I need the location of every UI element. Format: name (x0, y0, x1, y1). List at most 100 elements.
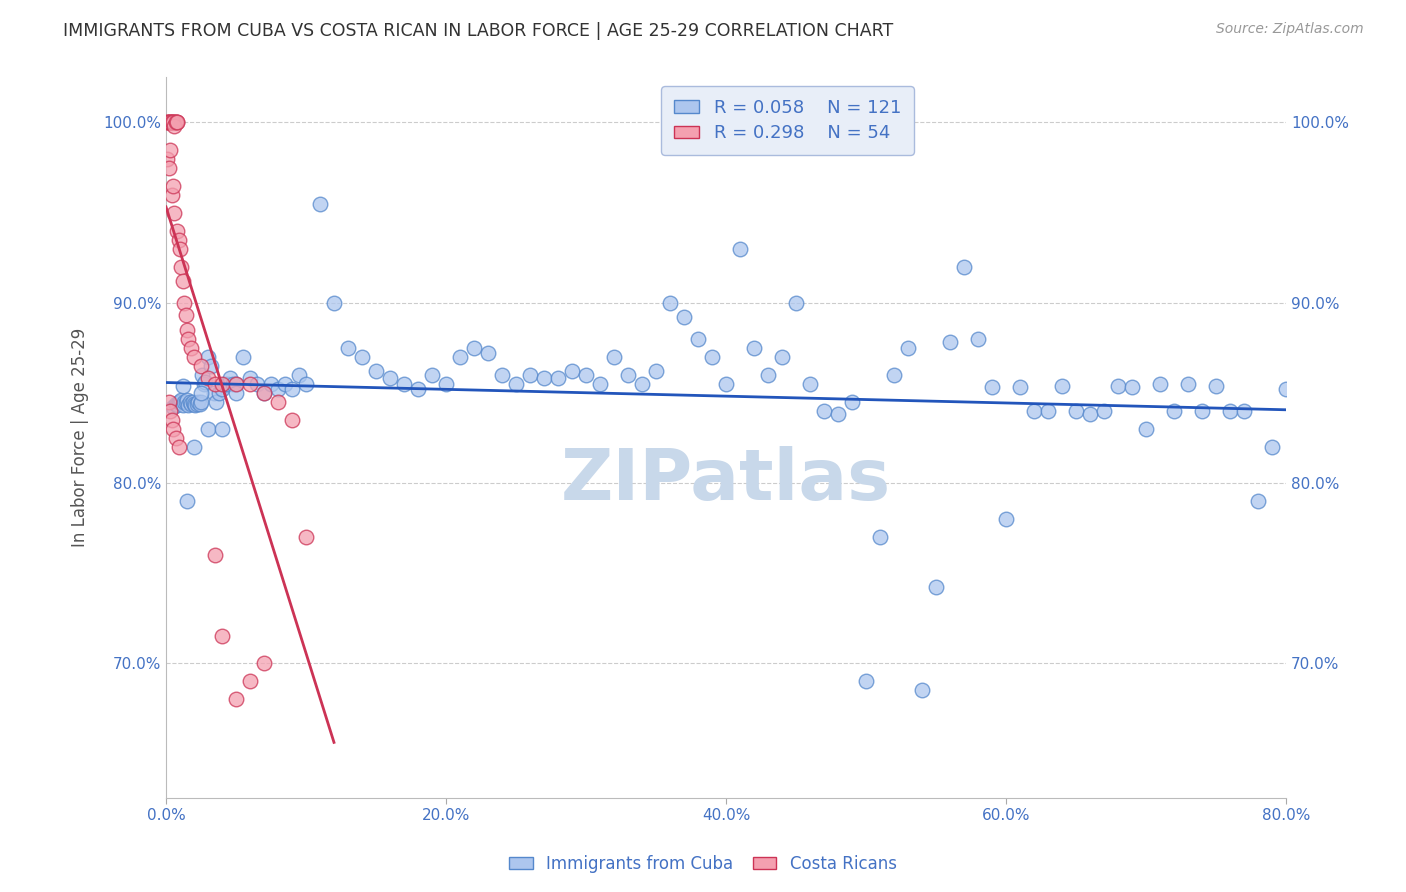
Point (160, 187, 183, 202)
Text: Source: ZipAtlas.com: Source: ZipAtlas.com (1216, 22, 1364, 37)
Point (159, 403, 181, 417)
Point (561, 364, 583, 378)
Point (336, 341, 359, 355)
Point (260, 376, 283, 391)
Point (246, 376, 269, 391)
Point (165, 115, 187, 129)
Point (1177, 376, 1199, 391)
Point (714, 376, 737, 391)
Point (176, 323, 198, 337)
Point (911, 683, 934, 698)
Point (267, 394, 290, 409)
Point (533, 371, 555, 385)
Point (505, 376, 527, 391)
Point (211, 382, 233, 396)
Point (174, 308, 197, 322)
Point (1275, 382, 1298, 396)
Y-axis label: In Labor Force | Age 25-29: In Labor Force | Age 25-29 (72, 328, 89, 548)
Point (589, 376, 612, 391)
Point (177, 398, 200, 412)
Point (217, 376, 239, 391)
Point (1036, 403, 1059, 417)
Point (420, 368, 443, 382)
Point (785, 295, 807, 310)
Point (967, 332, 990, 346)
Point (463, 341, 485, 355)
Point (253, 656, 276, 670)
Point (162, 115, 184, 129)
Point (1064, 403, 1087, 417)
Point (406, 382, 429, 396)
Point (190, 394, 212, 409)
Point (172, 398, 194, 412)
Point (477, 346, 499, 360)
Point (169, 394, 191, 409)
Point (202, 385, 225, 400)
Point (827, 407, 849, 421)
Point (174, 394, 197, 409)
Point (169, 242, 191, 256)
Point (181, 394, 204, 409)
Point (180, 396, 202, 410)
Point (163, 205, 186, 219)
Point (350, 350, 373, 364)
Point (1107, 378, 1129, 392)
Point (170, 392, 193, 407)
Point (191, 368, 214, 382)
Point (165, 396, 187, 410)
Point (547, 371, 569, 385)
Point (288, 368, 311, 382)
Point (160, 115, 183, 129)
Point (728, 242, 751, 256)
Point (163, 115, 186, 129)
Point (162, 422, 184, 436)
Point (841, 394, 863, 409)
Point (1261, 440, 1284, 454)
Point (184, 398, 207, 412)
Legend: R = 0.058    N = 121, R = 0.298    N = 54: R = 0.058 N = 121, R = 0.298 N = 54 (661, 87, 914, 155)
Point (194, 375, 217, 389)
Point (166, 115, 188, 129)
Point (157, 115, 180, 129)
Point (205, 394, 228, 409)
Point (172, 378, 194, 392)
Point (183, 396, 205, 410)
Point (159, 115, 181, 129)
Point (156, 152, 179, 166)
Point (165, 431, 187, 445)
Point (200, 359, 222, 373)
Point (295, 530, 318, 544)
Legend: Immigrants from Cuba, Costa Ricans: Immigrants from Cuba, Costa Ricans (502, 848, 904, 880)
Point (183, 440, 205, 454)
Point (167, 233, 190, 247)
Point (1191, 403, 1213, 417)
Point (869, 530, 891, 544)
Point (159, 143, 181, 157)
Point (1078, 407, 1101, 421)
Point (770, 350, 793, 364)
Point (253, 385, 276, 400)
Point (1233, 403, 1256, 417)
Point (700, 350, 723, 364)
Point (225, 376, 247, 391)
Point (173, 394, 195, 409)
Point (1050, 378, 1073, 392)
Point (281, 382, 304, 396)
Point (1205, 378, 1227, 392)
Point (1022, 403, 1045, 417)
Point (392, 376, 415, 391)
Point (156, 115, 179, 129)
Point (1092, 403, 1115, 417)
Point (211, 376, 233, 391)
Point (167, 394, 190, 409)
Point (157, 161, 180, 175)
Point (225, 692, 247, 706)
Point (274, 376, 297, 391)
Point (323, 295, 346, 310)
Point (172, 274, 194, 288)
Point (645, 364, 668, 378)
Point (193, 376, 215, 391)
Point (267, 382, 290, 396)
Point (166, 223, 188, 237)
Point (1135, 422, 1157, 436)
